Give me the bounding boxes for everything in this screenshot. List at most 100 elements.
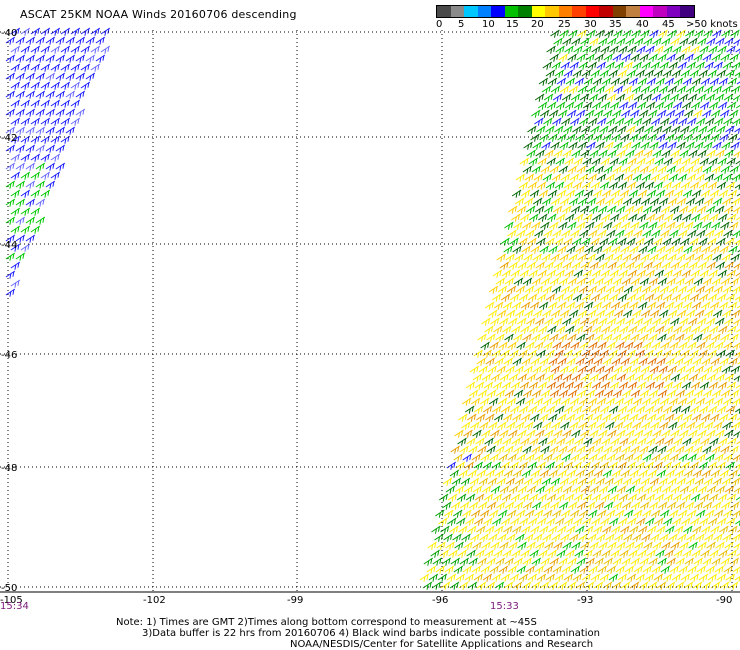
wind-barb xyxy=(668,61,679,70)
wind-barb xyxy=(682,437,692,446)
wind-barb xyxy=(641,285,652,294)
wind-barb xyxy=(469,477,480,486)
wind-barb xyxy=(493,549,503,558)
wind-barb xyxy=(614,61,625,70)
wind-barb xyxy=(627,381,638,390)
wind-barb xyxy=(45,54,56,63)
wind-barb xyxy=(531,445,541,454)
wind-barb xyxy=(737,417,740,421)
wind-barb xyxy=(488,309,498,318)
wind-barb xyxy=(501,517,511,526)
wind-barb xyxy=(30,99,41,108)
wind-barb xyxy=(645,157,656,166)
wind-barb xyxy=(632,173,643,182)
wind-barb xyxy=(459,501,470,510)
wind-barb xyxy=(60,117,71,126)
wind-barb xyxy=(626,125,636,134)
wind-barb xyxy=(473,349,483,358)
wind-barb xyxy=(585,53,596,62)
wind-barb xyxy=(489,453,500,462)
wind-barb xyxy=(456,493,467,502)
wind-barb xyxy=(524,173,535,182)
wind-barb xyxy=(504,333,514,342)
wind-barb xyxy=(476,469,487,478)
wind-barb xyxy=(642,453,653,462)
wind-barb xyxy=(623,61,634,70)
wind-barb xyxy=(674,469,685,478)
wind-barb xyxy=(35,126,46,135)
wind-barb xyxy=(729,557,740,566)
wind-barb xyxy=(650,309,660,318)
wind-barb xyxy=(462,509,472,518)
wind-barb xyxy=(550,253,561,262)
wind-barb xyxy=(501,381,512,390)
wind-barb xyxy=(697,541,707,550)
wind-barb xyxy=(549,53,560,62)
wind-barb xyxy=(607,261,618,270)
wind-barb xyxy=(537,101,548,110)
wind-barb xyxy=(524,533,534,542)
wind-barb xyxy=(556,189,567,198)
wind-barb xyxy=(585,333,595,342)
wind-barb xyxy=(597,565,608,574)
wind-barb xyxy=(712,29,722,38)
wind-barb xyxy=(630,501,641,510)
wind-barb xyxy=(725,573,736,582)
wind-barb xyxy=(479,397,490,406)
wind-barb xyxy=(607,373,618,382)
wind-barb xyxy=(45,144,56,153)
wind-barb xyxy=(525,341,535,350)
wind-barb xyxy=(619,213,629,222)
wind-barb xyxy=(629,245,639,254)
wind-barb xyxy=(594,389,605,398)
wind-barb xyxy=(688,541,698,550)
wind-barb xyxy=(507,565,518,574)
wind-barb xyxy=(670,373,681,382)
latitude-label: -48 xyxy=(1,463,17,474)
wind-barb xyxy=(612,389,623,398)
wind-barb xyxy=(481,541,491,550)
wind-barb xyxy=(80,81,91,90)
wind-barb xyxy=(465,381,476,390)
wind-barb xyxy=(720,501,731,510)
wind-barb xyxy=(575,413,585,422)
wind-barb xyxy=(615,93,626,102)
wind-barb xyxy=(655,77,666,86)
wind-barb xyxy=(616,429,626,438)
wind-barb xyxy=(692,469,703,478)
wind-barb xyxy=(609,493,620,502)
wind-barb xyxy=(511,213,521,222)
wind-barb xyxy=(612,53,623,62)
wind-barb xyxy=(724,37,734,46)
wind-barb xyxy=(652,317,662,326)
wind-barb xyxy=(713,533,723,542)
wind-barb xyxy=(643,37,653,46)
wind-barb xyxy=(658,197,669,206)
wind-barb xyxy=(559,477,570,486)
wind-barb xyxy=(584,245,594,254)
wind-barb xyxy=(615,229,625,238)
wind-barb xyxy=(716,293,727,302)
wind-barb xyxy=(548,133,558,142)
wind-barb xyxy=(608,405,619,414)
wind-barb xyxy=(531,389,542,398)
wind-barb xyxy=(719,469,730,478)
wind-barb xyxy=(587,173,598,182)
wind-barb xyxy=(661,317,671,326)
wind-barb xyxy=(560,421,570,430)
wind-barb xyxy=(593,245,603,254)
wind-barb xyxy=(570,565,581,574)
wind-barb xyxy=(604,29,614,38)
wind-barb xyxy=(657,333,667,342)
wind-barb xyxy=(699,157,710,166)
wind-barb xyxy=(70,117,81,126)
wind-barb xyxy=(499,373,510,382)
wind-barb xyxy=(664,213,674,222)
wind-barb xyxy=(693,501,704,510)
wind-barb xyxy=(625,37,635,46)
wind-barb xyxy=(35,54,46,63)
wind-barb xyxy=(620,469,631,478)
wind-barb xyxy=(590,573,601,582)
wind-barb xyxy=(671,125,681,134)
wind-barb xyxy=(5,252,16,261)
